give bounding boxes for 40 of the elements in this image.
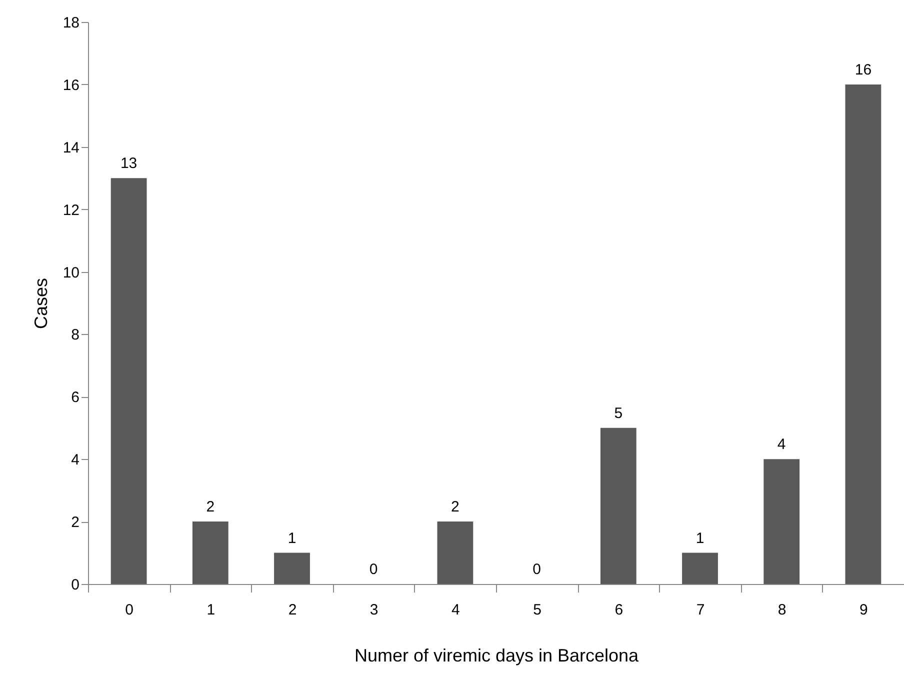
- y-tick-label: 6: [71, 389, 80, 406]
- x-tick-label: 7: [696, 602, 705, 618]
- y-tick-label: 12: [62, 202, 80, 219]
- data-label: 1: [288, 530, 296, 547]
- x-tick-label: 5: [533, 602, 542, 618]
- x-tick-label: 9: [860, 602, 868, 618]
- bar: [274, 552, 310, 584]
- y-tick-label: 14: [62, 139, 80, 156]
- y-tick-label: 16: [62, 76, 80, 94]
- bar: [110, 178, 147, 584]
- x-tick-label: 6: [614, 602, 624, 618]
- bar: [192, 522, 228, 584]
- data-label: 2: [206, 498, 215, 516]
- x-tick-label: 1: [206, 602, 216, 618]
- x-tick-label: 8: [778, 602, 786, 618]
- data-label: 4: [777, 436, 786, 454]
- data-label: 2: [451, 498, 460, 516]
- data-label: 16: [854, 61, 872, 78]
- bar: [845, 84, 882, 584]
- bar: [764, 459, 800, 584]
- data-label: 0: [532, 561, 541, 578]
- y-axis-title: Cases: [30, 278, 51, 330]
- data-label: 5: [614, 404, 623, 422]
- data-label: 1: [696, 530, 704, 547]
- y-tick-label: 8: [71, 326, 80, 344]
- data-label: 0: [369, 561, 378, 578]
- x-tick-label: 3: [370, 602, 378, 618]
- y-tick-label: 0: [71, 576, 80, 594]
- y-tick-label: 18: [62, 14, 80, 32]
- bar: [437, 522, 474, 584]
- y-tick-label: 4: [71, 452, 80, 469]
- bar: [682, 552, 718, 584]
- x-axis-title: Numer of viremic days in Barcelona: [354, 646, 640, 666]
- y-tick-label: 10: [62, 264, 80, 282]
- y-tick-label: 2: [71, 514, 80, 532]
- x-tick-label: 2: [288, 602, 297, 618]
- x-tick-label: 0: [125, 602, 134, 618]
- bar: [600, 428, 636, 584]
- data-label: 13: [120, 155, 138, 172]
- x-tick-label: 4: [452, 602, 460, 618]
